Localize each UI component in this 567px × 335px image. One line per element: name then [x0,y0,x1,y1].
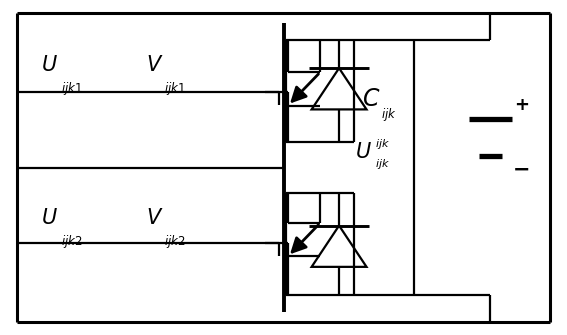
Text: $V$: $V$ [146,208,164,228]
Text: $C$: $C$ [362,86,380,111]
Text: $ijk$: $ijk$ [375,157,390,171]
Text: $ijk$: $ijk$ [381,106,397,123]
Text: $U$: $U$ [41,55,58,75]
Text: $ijk1$: $ijk1$ [61,80,83,97]
Text: $ijk1$: $ijk1$ [164,80,186,97]
Text: $ijk2$: $ijk2$ [164,232,186,250]
Text: $U$: $U$ [41,208,58,228]
Text: −: − [513,160,530,180]
Text: $V$: $V$ [146,55,164,75]
Text: $U$: $U$ [355,142,372,162]
Text: $ijk2$: $ijk2$ [61,232,83,250]
Text: +: + [514,96,529,114]
Text: $ijk$: $ijk$ [375,137,390,151]
